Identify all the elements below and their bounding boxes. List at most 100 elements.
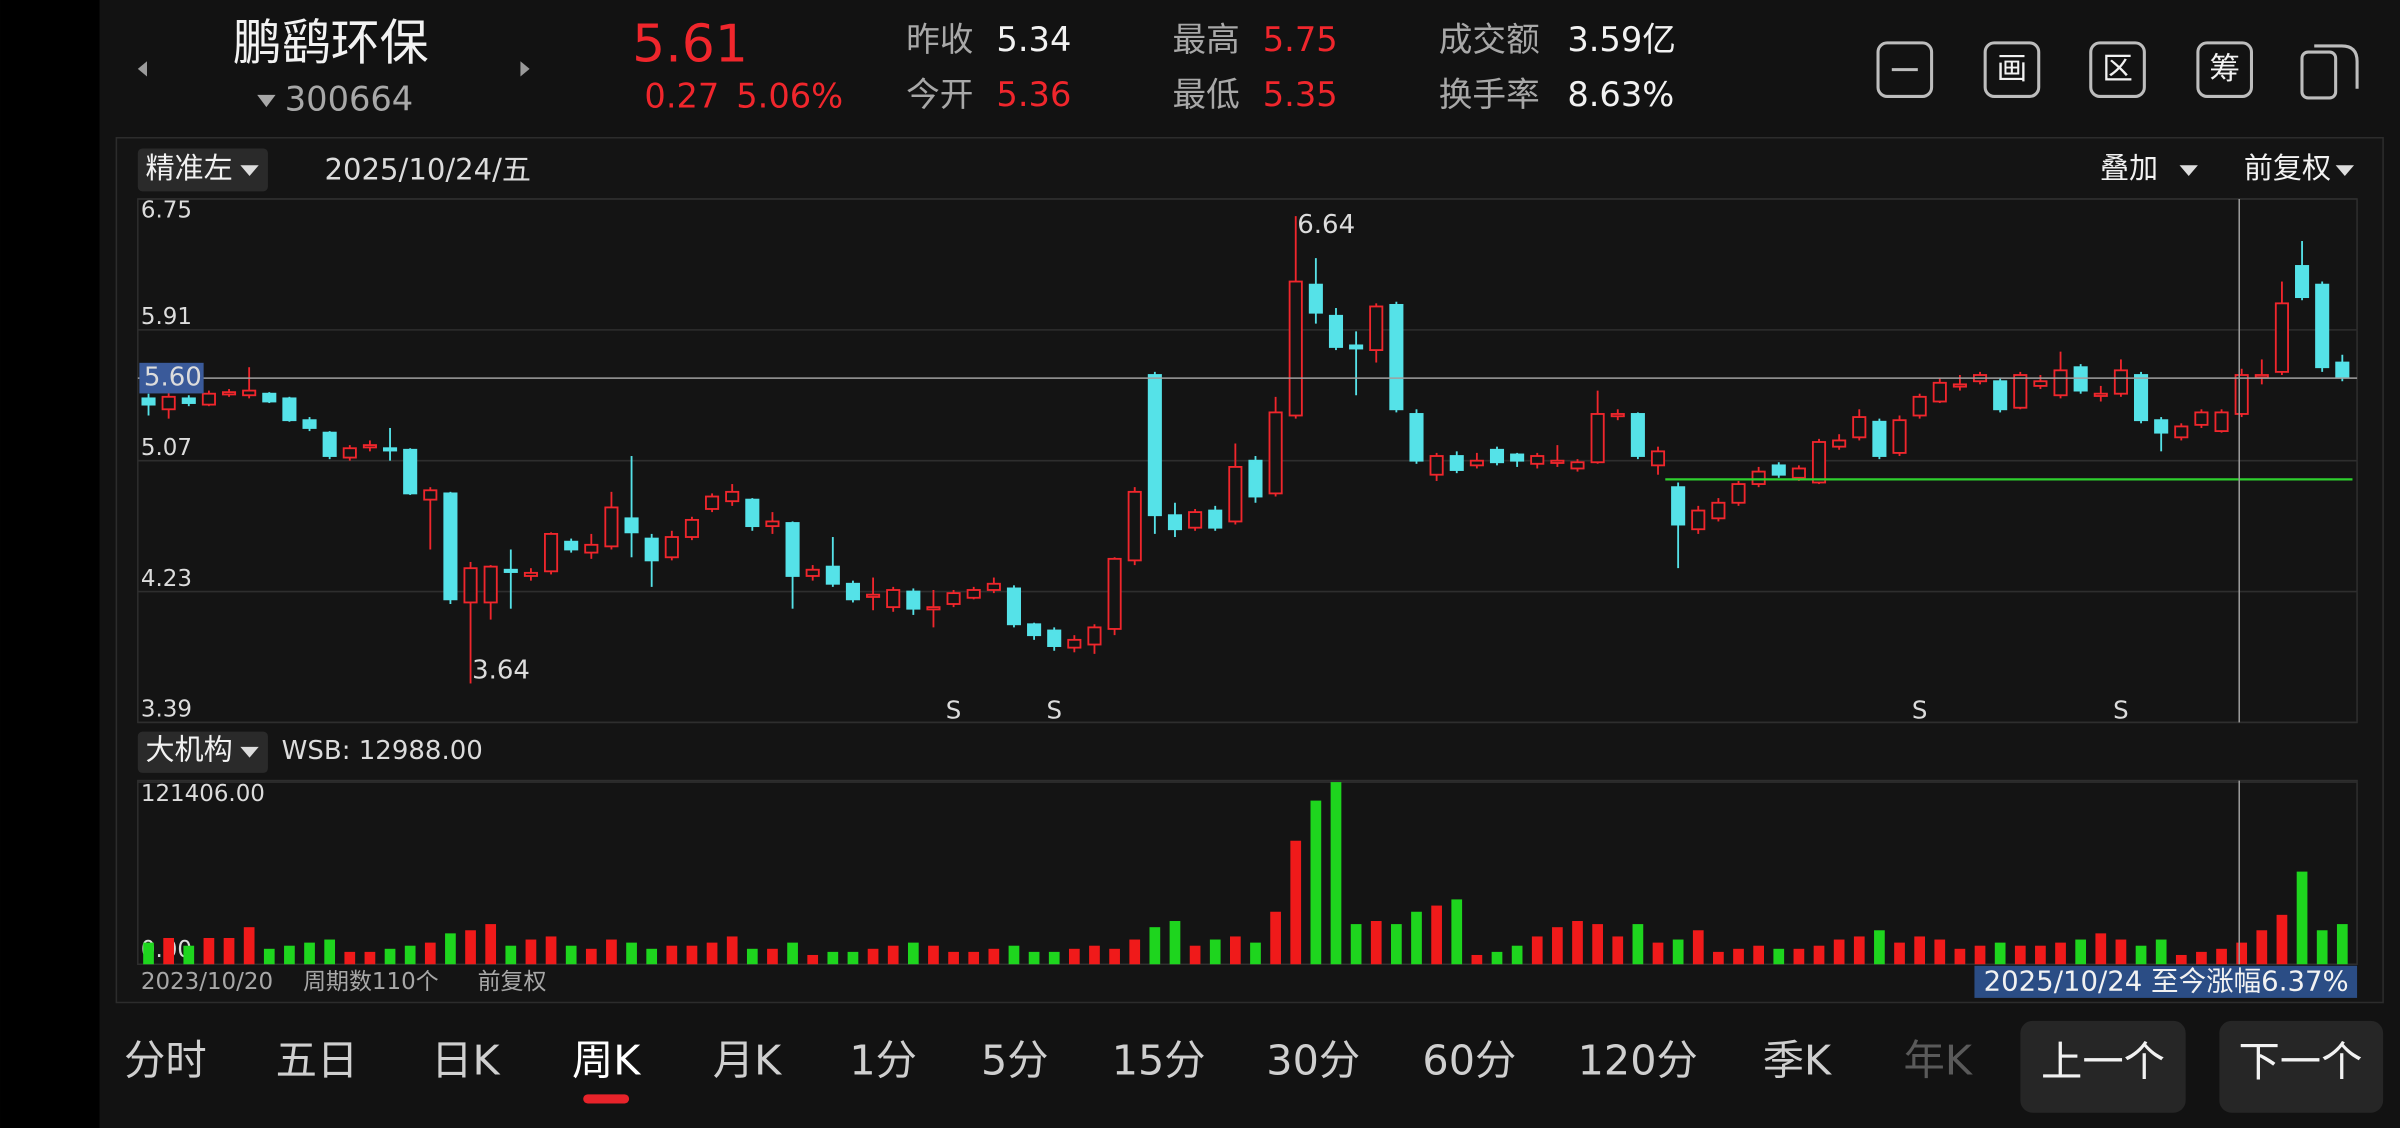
crosshair-price-label: 5.60 [144, 363, 202, 393]
prev-button[interactable] [2020, 1020, 2186, 1113]
rotate-icon[interactable] [2300, 50, 2338, 100]
candle-body [443, 492, 458, 601]
candle-body [1530, 455, 1545, 465]
candle-body [1832, 439, 1847, 448]
period-tab[interactable]: 年K [1904, 1037, 1973, 1085]
prev-stock[interactable] [137, 61, 147, 77]
stat-label: 成交额 [1439, 20, 1540, 59]
volume-bar [807, 954, 819, 965]
volume-bar [847, 951, 859, 965]
period-count: 周期数110个 [303, 969, 439, 995]
volume-bar [223, 937, 235, 965]
volume-bar [2236, 942, 2248, 965]
volume-bar [1109, 948, 1120, 965]
volume-bar [767, 948, 778, 965]
candle-body [1811, 441, 1827, 484]
candle-body [765, 520, 780, 528]
volume-bar [485, 924, 497, 965]
period-tab[interactable]: 5分 [981, 1037, 1049, 1085]
candle-body [1127, 490, 1142, 562]
period-tab[interactable]: 60分 [1422, 1037, 1516, 1085]
next-stock[interactable] [520, 61, 530, 77]
candle-body [2073, 366, 2088, 392]
adjust-button[interactable]: 前复权 [2244, 151, 2331, 185]
period-tab[interactable]: 15分 [1112, 1037, 1206, 1085]
stock-name: 鹏鹞环保 [233, 14, 429, 71]
candle-body [1107, 557, 1122, 630]
next-button[interactable] [2219, 1020, 2384, 1113]
period-tab[interactable]: 1分 [849, 1037, 917, 1085]
candle-body [1188, 511, 1203, 529]
volume-bar [545, 936, 557, 965]
candle-body [302, 419, 317, 429]
adjust-mode: 前复权 [478, 969, 547, 995]
min-label: 3.64 [472, 656, 530, 686]
period-tab[interactable]: 日K [431, 1037, 500, 1085]
range-icon[interactable] [2089, 41, 2146, 98]
candle-body [1449, 455, 1464, 471]
volume-bar [2175, 954, 2187, 965]
volume-bar [2256, 930, 2268, 965]
stat-value: 5.35 [1263, 75, 1338, 114]
candle-body [1771, 464, 1786, 476]
volume-bar [2296, 871, 2308, 965]
draw-icon[interactable] [1983, 41, 2041, 98]
volume-bar [948, 951, 959, 965]
candle-body [1027, 623, 1042, 637]
volume-bar [344, 951, 356, 965]
volume-bar [263, 948, 275, 965]
period-tab[interactable]: 120分 [1578, 1037, 1698, 1085]
volume-bar [2014, 945, 2026, 965]
volume-bar [2276, 914, 2288, 965]
candle-body [644, 537, 659, 562]
tool-label: 筹 [2209, 52, 2240, 87]
candle-body [1288, 280, 1303, 417]
stat-value: 3.59亿 [1567, 20, 1676, 59]
crosshair-price-box [139, 362, 204, 394]
dropdown-arrow [240, 746, 259, 758]
volume-bar [1853, 936, 1865, 965]
candle-body [2033, 380, 2048, 387]
indicator-dropdown[interactable] [137, 731, 268, 773]
period-tab[interactable]: 分时 [124, 1037, 207, 1085]
volume-bar [163, 937, 175, 965]
volume-bar [1874, 930, 1885, 965]
candle-body [906, 590, 921, 610]
period-tab[interactable]: 季K [1763, 1037, 1832, 1085]
volume-bar [2216, 948, 2227, 965]
candle-body [141, 397, 156, 406]
period-tab[interactable]: 五日 [276, 1037, 359, 1085]
candle-body [1993, 380, 2008, 411]
period-tab[interactable]: 月K [713, 1037, 782, 1085]
volume-bar [1974, 945, 1986, 965]
candle-body [2295, 265, 2310, 299]
max-label: 6.64 [1297, 210, 1355, 240]
chips-icon[interactable] [2196, 41, 2254, 98]
stat-value: 5.34 [996, 20, 1071, 59]
volume-tick-label: 121406.00 [141, 781, 265, 807]
dropdown-arrow [2335, 165, 2355, 177]
candle-body [1872, 420, 1887, 457]
candle-body [483, 565, 498, 604]
overlay-button[interactable]: 叠加 [2100, 151, 2158, 185]
volume-bar [1713, 951, 1724, 965]
candle-body [423, 489, 438, 501]
volume-bar [1471, 954, 1483, 965]
volume-bar [1028, 951, 1040, 965]
candle-body [1912, 395, 1927, 417]
collapse-icon[interactable] [1876, 41, 1934, 98]
volume-bar [1290, 840, 1302, 965]
code-dropdown[interactable] [257, 94, 276, 108]
period-tab[interactable]: 30分 [1266, 1037, 1360, 1085]
volume-bar [646, 948, 658, 965]
stat-value: 8.63% [1567, 75, 1674, 114]
rotate-icon-arc [2314, 44, 2359, 89]
candle-body [2274, 302, 2289, 373]
candle-body [544, 532, 559, 573]
period-tab[interactable]: 周K [572, 1037, 641, 1085]
candle-body [1268, 411, 1283, 495]
candle-body [2315, 283, 2330, 369]
mode-dropdown[interactable] [137, 148, 268, 192]
volume-bar [1008, 945, 1020, 965]
volume-bar [1411, 911, 1422, 965]
